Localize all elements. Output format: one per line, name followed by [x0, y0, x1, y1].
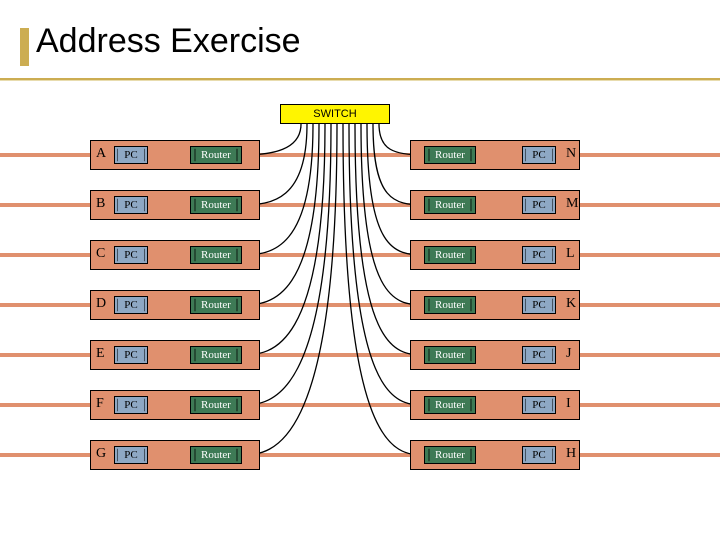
switch-box: SWITCH: [280, 104, 390, 124]
pc-chip: PC: [522, 446, 556, 464]
pc-chip: PC: [522, 346, 556, 364]
row-label-right: I: [566, 396, 571, 412]
row-label-left: C: [96, 246, 105, 262]
row-label-right: N: [566, 146, 576, 162]
pc-chip: PC: [522, 396, 556, 414]
row-label-left: G: [96, 446, 106, 462]
pc-chip: PC: [522, 196, 556, 214]
router-chip: Router: [190, 246, 242, 264]
pc-chip: PC: [114, 396, 148, 414]
router-chip: Router: [424, 196, 476, 214]
row-label-right: J: [566, 346, 571, 362]
row-label-right: K: [566, 296, 576, 312]
row-label-left: F: [96, 396, 104, 412]
router-chip: Router: [424, 146, 476, 164]
row-label-left: B: [96, 196, 105, 212]
router-chip: Router: [190, 446, 242, 464]
router-chip: Router: [190, 346, 242, 364]
pc-chip: PC: [114, 446, 148, 464]
pc-chip: PC: [114, 296, 148, 314]
pc-chip: PC: [522, 146, 556, 164]
row-label-right: H: [566, 446, 576, 462]
router-chip: Router: [424, 446, 476, 464]
pc-chip: PC: [522, 296, 556, 314]
router-chip: Router: [190, 396, 242, 414]
pc-chip: PC: [114, 146, 148, 164]
row-label-left: A: [96, 146, 106, 162]
router-chip: Router: [424, 346, 476, 364]
diagram-stage: SWITCH A N PC Router Router PC B M PC Router…: [0, 0, 720, 540]
router-chip: Router: [424, 396, 476, 414]
row-label-left: D: [96, 296, 106, 312]
router-chip: Router: [424, 296, 476, 314]
row-label-right: L: [566, 246, 575, 262]
router-chip: Router: [424, 246, 476, 264]
pc-chip: PC: [114, 196, 148, 214]
router-chip: Router: [190, 196, 242, 214]
pc-chip: PC: [522, 246, 556, 264]
router-chip: Router: [190, 296, 242, 314]
pc-chip: PC: [114, 246, 148, 264]
router-chip: Router: [190, 146, 242, 164]
pc-chip: PC: [114, 346, 148, 364]
row-label-right: M: [566, 196, 578, 212]
row-label-left: E: [96, 346, 105, 362]
